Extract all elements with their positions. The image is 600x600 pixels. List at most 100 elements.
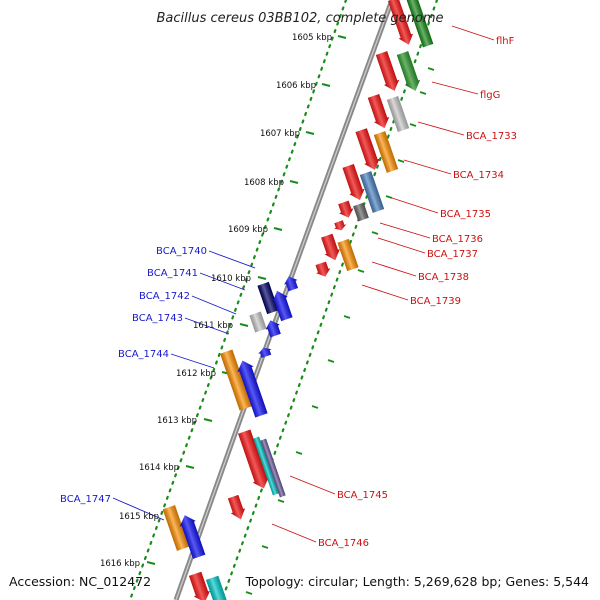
leader-line-forward [377, 237, 426, 254]
gene-BCA_1745-red-shading [238, 429, 269, 489]
kbp-tick-mark [239, 323, 249, 327]
outer-tick-mark [397, 159, 405, 163]
gene-BCA_1741 [257, 281, 279, 315]
outer-tick-mark [357, 269, 365, 273]
gene-BCA_1740-shading [284, 276, 299, 292]
gene-small-blue-shading [258, 347, 272, 358]
kbp-label: 1605 kbp [292, 33, 332, 43]
gene-flhF-shading [387, 0, 413, 45]
leader-line-forward [391, 197, 439, 214]
gene-BCA_1741-shading [257, 281, 279, 315]
leader-line-forward [431, 81, 479, 95]
gene-label-BCA_1736[interactable]: BCA_1736 [432, 234, 483, 245]
guide-outer [220, 0, 439, 600]
leader-line-forward [379, 222, 431, 239]
kbp-tick-mark [305, 131, 315, 135]
gene-small-blue [258, 347, 272, 358]
kbp-label: 1608 kbp [244, 178, 284, 188]
outer-tick-mark [261, 545, 269, 549]
gene-red-3 [367, 93, 390, 129]
gene-cyan-1745-shading [253, 436, 279, 496]
gene-blue-1744b-shading [237, 360, 268, 418]
gene-BCA_1733-shading [386, 95, 410, 133]
kbp-label: 1615 kbp [119, 512, 159, 522]
gene-BCA_1735-shading [359, 171, 385, 213]
gene-label-flhF[interactable]: flhF [496, 36, 515, 47]
kbp-label: 1607 kbp [260, 129, 300, 139]
kbp-label: 1611 kbp [193, 321, 233, 331]
gene-label-BCA_1741[interactable]: BCA_1741 [147, 268, 198, 279]
gene-BCA_1737-shading [321, 233, 340, 261]
gene-BCA_1735 [359, 171, 385, 213]
gene-label-flgG[interactable]: flgG [480, 90, 500, 101]
gene-label-BCA_1733[interactable]: BCA_1733 [466, 131, 517, 142]
gene-label-BCA_1735[interactable]: BCA_1735 [440, 209, 491, 220]
leader-line-forward [403, 159, 452, 175]
gene-red-5 [342, 164, 365, 201]
gene-features [162, 0, 434, 600]
kbp-label: 1610 kbp [211, 274, 251, 284]
gene-BCA_1742 [272, 290, 293, 322]
leader-line-forward [271, 523, 317, 543]
gene-red-4 [355, 128, 380, 170]
kbp-label: 1609 kbp [228, 225, 268, 235]
gene-red-bottom-shading [188, 571, 210, 600]
outer-tick-mark [277, 499, 285, 503]
kbp-tick-mark [146, 561, 156, 565]
gene-BCA_1747-orange [162, 505, 190, 551]
gene-BCA_1733 [386, 95, 410, 133]
gene-cyan-1745 [253, 436, 279, 496]
kbp-tick-mark [289, 180, 299, 184]
leader-line-reverse [112, 497, 165, 521]
gene-purple-1745 [260, 438, 286, 498]
gene-blue-1744b [237, 360, 268, 418]
gene-label-BCA_1742[interactable]: BCA_1742 [139, 291, 190, 302]
gene-red-bottom [188, 571, 210, 600]
leader-line-reverse [199, 272, 246, 291]
gene-BCA_1743-shading [265, 320, 281, 338]
gene-label-BCA_1738[interactable]: BCA_1738 [418, 272, 469, 283]
leader-line-forward [371, 261, 417, 277]
kbp-label: 1614 kbp [139, 463, 179, 473]
gene-label-BCA_1745[interactable]: BCA_1745 [337, 490, 388, 501]
gene-green-1-shading [406, 0, 434, 48]
gene-BCA_1737 [321, 233, 340, 261]
gene-BCA_1738-shading [337, 238, 359, 272]
gene-BCA_1747 [179, 515, 206, 559]
gene-red-6-shading [338, 200, 354, 218]
gene-BCA_1736-shading [353, 202, 369, 222]
outer-tick-mark [409, 123, 417, 127]
outer-tick-mark [427, 67, 435, 71]
leader-line-reverse [184, 317, 230, 335]
gene-label-BCA_1744[interactable]: BCA_1744 [118, 349, 169, 360]
gene-BCA_1738 [337, 238, 359, 272]
gene-BCA_1736 [353, 202, 369, 222]
gene-label-BCA_1739[interactable]: BCA_1739 [410, 296, 461, 307]
gene-BCA_1740 [284, 276, 299, 292]
gene-red-2-shading [375, 51, 400, 91]
gene-red-6 [338, 200, 354, 218]
kbp-label: 1606 kbp [276, 81, 316, 91]
gene-label-BCA_1746[interactable]: BCA_1746 [318, 538, 369, 549]
gene-BCA_1746 [227, 494, 246, 520]
gene-label-BCA_1737[interactable]: BCA_1737 [427, 249, 478, 260]
gene-BCA_1743-gray-shading [249, 311, 267, 333]
gene-label-BCA_1740[interactable]: BCA_1740 [156, 246, 207, 257]
gene-BCA_1745-red [238, 429, 269, 489]
leader-line-forward [361, 284, 409, 301]
leader-line-forward [289, 475, 336, 495]
outer-tick-mark [311, 405, 319, 409]
gene-label-BCA_1747[interactable]: BCA_1747 [60, 494, 111, 505]
gene-flgG [396, 51, 421, 91]
gene-label-BCA_1734[interactable]: BCA_1734 [453, 170, 504, 181]
gene-BCA_1742-shading [272, 290, 293, 322]
kbp-tick-mark [321, 83, 331, 87]
gene-label-BCA_1743[interactable]: BCA_1743 [132, 313, 183, 324]
gene-purple-1745-shading [260, 438, 286, 498]
gene-red-5-shading [342, 164, 365, 201]
leader-line-reverse [208, 250, 256, 269]
label-leaders [112, 25, 495, 543]
gene-red-7-shading [334, 220, 347, 231]
kbp-tick-mark [185, 465, 195, 469]
